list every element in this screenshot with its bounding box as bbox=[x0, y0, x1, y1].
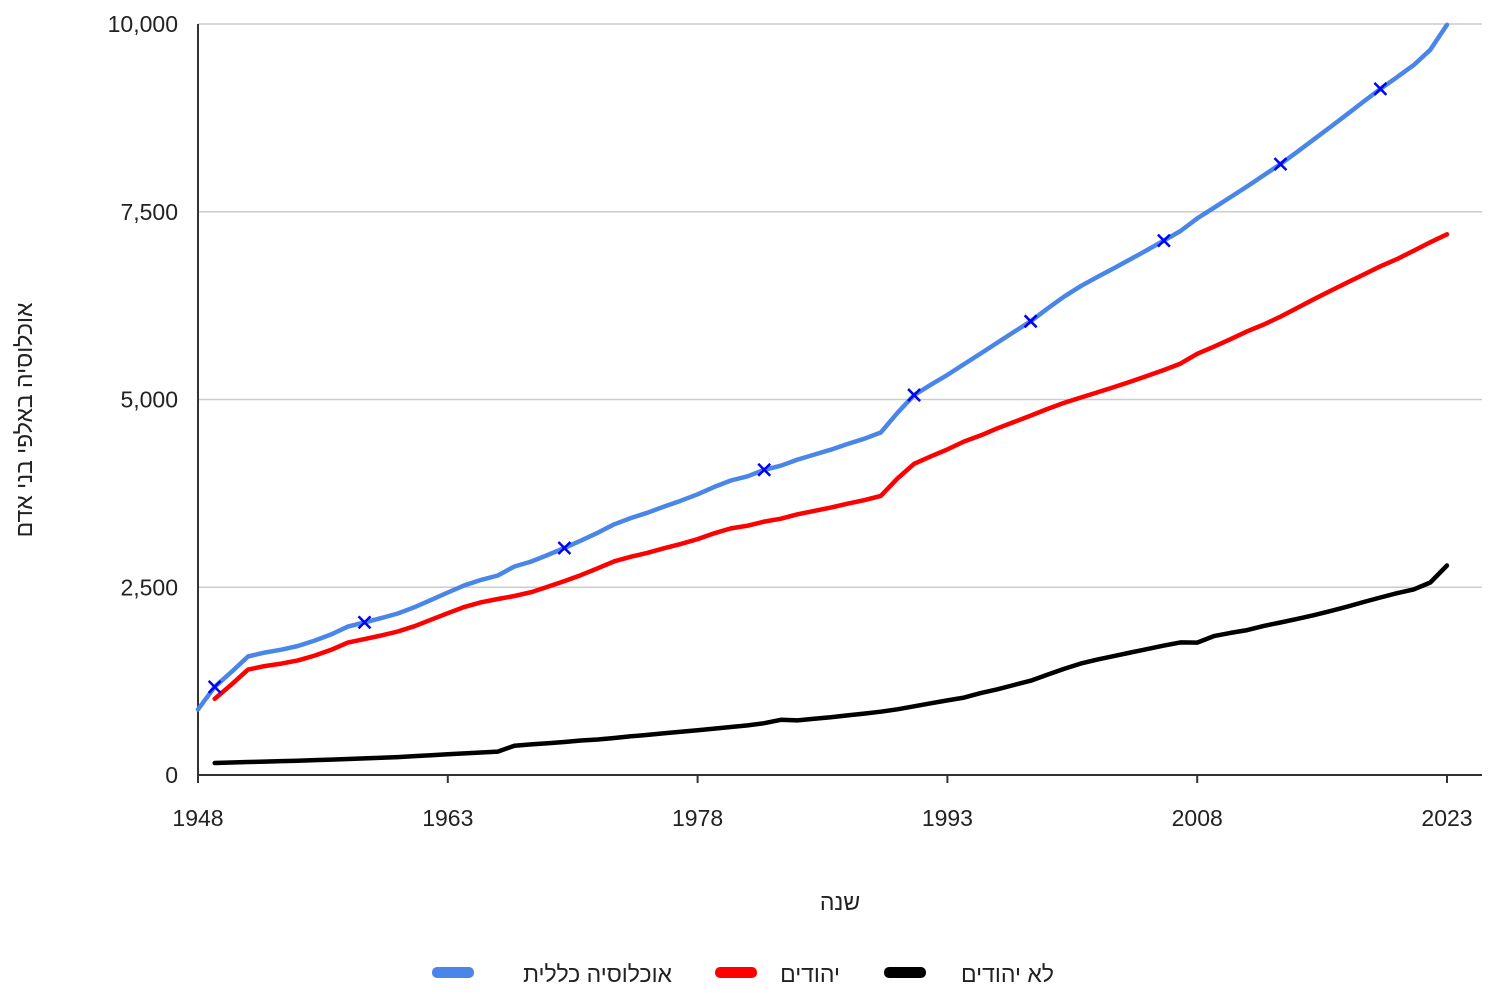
legend-swatch bbox=[884, 967, 926, 978]
y-tick-label: 2,500 bbox=[120, 574, 178, 600]
series-marker bbox=[207, 679, 222, 694]
y-tick-label: 10,000 bbox=[108, 11, 178, 37]
series-marker bbox=[1157, 233, 1171, 248]
x-tick-label: 1963 bbox=[422, 805, 473, 831]
x-axis-title: שנה bbox=[820, 889, 860, 915]
legend-swatch bbox=[715, 967, 757, 978]
series-marker bbox=[907, 388, 921, 402]
legend-item-2: לא יהודים bbox=[884, 961, 1054, 987]
series-line-1 bbox=[212, 232, 1450, 702]
series-marker bbox=[757, 462, 772, 477]
legend-label: לא יהודים bbox=[961, 961, 1054, 987]
series-marker bbox=[1373, 82, 1388, 96]
legend-item-0: אוכלוסיה כללית bbox=[432, 961, 673, 987]
x-tick-label: 1948 bbox=[172, 805, 223, 831]
y-axis-ticks: 0 2,500 5,000 7,500 10,000 bbox=[108, 11, 178, 788]
x-tick-label: 2008 bbox=[1172, 805, 1223, 831]
series-group bbox=[195, 22, 1450, 766]
legend-label: אוכלוסיה כללית bbox=[523, 961, 672, 987]
y-axis-title: אוכלוסיה באלפי בני אדם bbox=[11, 302, 37, 537]
x-tick-label: 1993 bbox=[922, 805, 973, 831]
legend-label: יהודים bbox=[780, 961, 840, 987]
y-tick-label: 5,000 bbox=[120, 387, 178, 413]
markers-group bbox=[207, 82, 1388, 694]
y-tick-label: 0 bbox=[165, 762, 178, 788]
axes bbox=[197, 24, 1482, 776]
legend-item-1: יהודים bbox=[715, 961, 840, 987]
legend: אוכלוסיה כללית יהודים לא יהודים bbox=[432, 961, 1054, 987]
series-marker bbox=[357, 615, 372, 630]
series-line-0 bbox=[195, 22, 1450, 712]
series-line-2 bbox=[212, 563, 1450, 766]
legend-swatch bbox=[432, 967, 474, 978]
series-marker bbox=[557, 541, 572, 555]
y-tick-label: 7,500 bbox=[120, 199, 178, 225]
series-marker bbox=[1023, 314, 1038, 329]
x-tick-label: 2023 bbox=[1421, 805, 1472, 831]
x-tick-label: 1978 bbox=[672, 805, 723, 831]
grid-lines bbox=[198, 23, 1482, 588]
x-axis-ticks: 1948 1963 1978 1993 2008 2023 bbox=[172, 775, 1473, 831]
series-marker bbox=[1273, 157, 1288, 172]
